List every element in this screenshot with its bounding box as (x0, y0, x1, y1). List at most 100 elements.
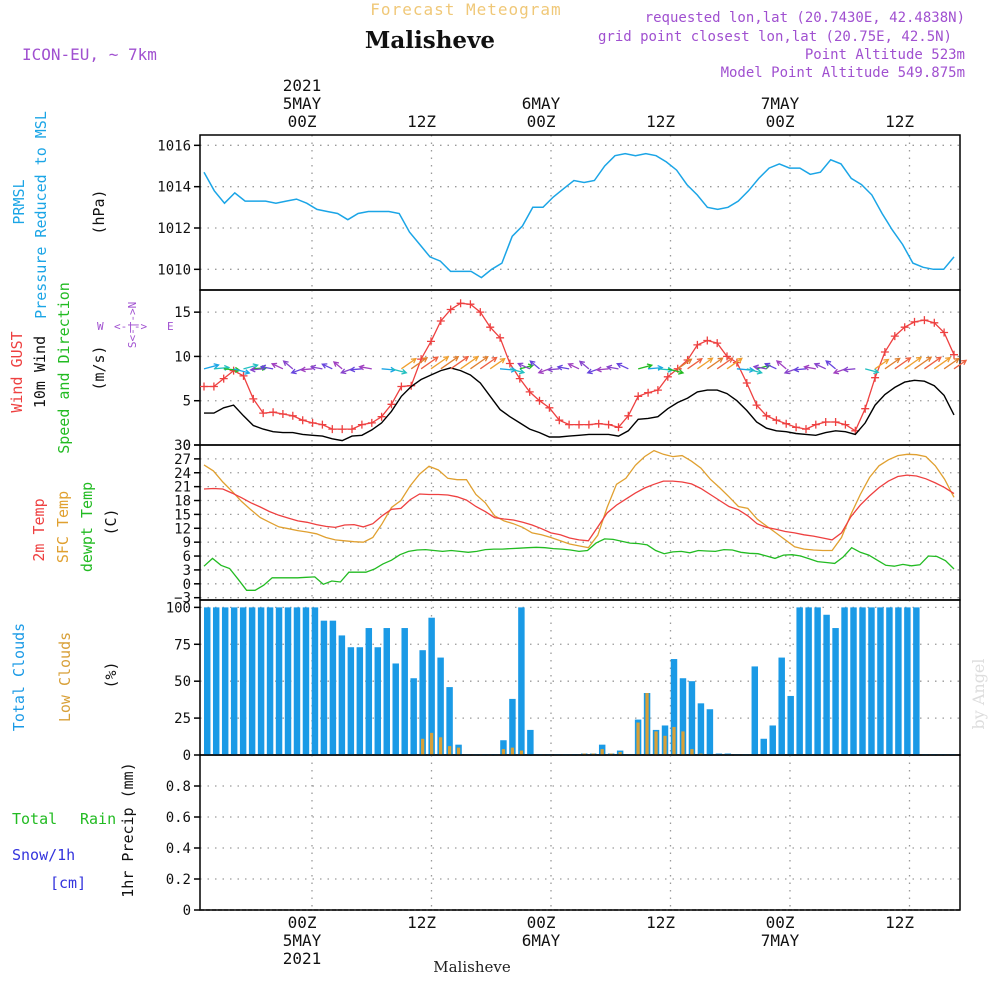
y-tick-label: 1010 (157, 262, 191, 278)
gust-marker (861, 404, 870, 413)
wind-direction-arrow (884, 357, 901, 370)
gust-marker (308, 418, 317, 427)
wind-direction-arrow (596, 368, 609, 371)
wind-direction-arrow (677, 358, 692, 370)
wind-direction-arrow (843, 368, 856, 371)
wind-direction-arrow (322, 363, 333, 370)
wind-direction-arrow (943, 358, 960, 370)
y-tick-label: 0.2 (166, 872, 191, 888)
t2m-line (203, 474, 955, 542)
wind-arrow-head (401, 368, 408, 375)
low-cloud-bar (501, 749, 506, 755)
y-tick-label: 0.6 (166, 810, 191, 826)
gust-marker (328, 425, 337, 434)
y-tick-label: 12 (174, 521, 191, 537)
gust-marker (318, 420, 327, 429)
gust-marker (772, 416, 781, 425)
gust-marker (456, 299, 465, 308)
gust-marker (594, 419, 603, 428)
wind-arrow-head (935, 356, 942, 363)
gust-marker (229, 366, 238, 375)
wind-arrow-head (616, 362, 623, 369)
wind-direction-arrow (904, 356, 922, 370)
total-cloud-bar (446, 687, 453, 755)
wind-arrow-head (842, 366, 849, 373)
total-cloud-bar (527, 729, 534, 755)
total-cloud-bar (859, 607, 866, 755)
gust-marker (890, 332, 899, 341)
total-cloud-bar (257, 607, 265, 755)
top-time-label: 2021 (283, 76, 322, 95)
wind-arrow-head (752, 364, 759, 371)
gust-marker (219, 374, 228, 383)
wind-direction-arrow (213, 366, 229, 370)
gust-marker (841, 420, 850, 429)
wind-ylabel-3: (m/s) (90, 345, 108, 390)
gust-marker (249, 394, 258, 403)
wind-direction-arrow (400, 358, 417, 370)
gust-marker (545, 403, 554, 412)
snow-label: Snow/1h (12, 846, 75, 864)
low-cloud-bar (681, 731, 685, 755)
gust-marker (940, 328, 949, 337)
total-cloud-bar (886, 607, 893, 755)
y-tick-label: 30 (174, 438, 191, 454)
top-time-label: 7MAY (761, 94, 800, 113)
total-cloud-bar (688, 681, 696, 755)
wind-direction-arrow (311, 366, 323, 370)
total-cloud-bar (868, 607, 875, 755)
wind-direction-arrow (460, 356, 479, 370)
wind-direction-arrow (607, 366, 619, 370)
low-cloud-bar (430, 732, 434, 755)
temp-ylabel-2: dewpt Temp (78, 482, 96, 572)
clouds-panel: 0 25 50 75 100 (166, 599, 961, 764)
y-tick-label: 24 (174, 466, 191, 482)
total-cloud-bar (392, 663, 399, 755)
gust-marker (535, 396, 544, 405)
wind-direction-arrow (814, 363, 826, 370)
total-cloud-bar (266, 607, 274, 755)
wind-direction-arrow (557, 366, 570, 370)
wind-arrow-head (945, 356, 952, 363)
gust-marker (357, 420, 366, 429)
wind-arrow-head (340, 368, 347, 375)
wind-direction-arrow (726, 357, 743, 370)
wind-arrow-head (825, 360, 832, 366)
total-cloud-bar (230, 607, 238, 755)
low-cloud-bar (654, 731, 658, 755)
total-cloud-bar (877, 607, 884, 755)
compass-ns-label: S<-|->N (126, 302, 139, 348)
wind-arrow-head (410, 357, 417, 364)
gust-marker (269, 408, 278, 417)
total-cloud-bar (293, 607, 301, 755)
snow-unit-label: [cm] (50, 874, 86, 892)
compass-west: W (97, 320, 104, 333)
pressure-line (203, 152, 955, 279)
wind-direction-arrow (924, 356, 942, 370)
low-cloud-bar (618, 752, 622, 755)
wind-arrow-head (595, 366, 602, 373)
precip-ylabel: 1hr Precip (mm) (119, 762, 137, 897)
wind-arrow-head (349, 366, 356, 373)
wind-arrow-head (482, 355, 489, 362)
wind-direction-arrow (420, 356, 439, 370)
gust-marker (713, 339, 722, 348)
wind-arrow-head (605, 364, 613, 371)
total-cloud-bar (796, 607, 803, 755)
gust-marker (466, 300, 475, 309)
total-cloud-bar (697, 703, 705, 755)
gust-marker (377, 412, 386, 421)
wind-arrow-head (894, 357, 901, 364)
gust-marker (653, 386, 662, 395)
wind-arrow-head (764, 362, 771, 369)
wind-arrow-head (915, 356, 923, 363)
total-cloud-bar (500, 740, 507, 755)
gust-marker (476, 308, 485, 317)
wind-arrow-head (586, 368, 593, 375)
gust-marker (811, 420, 820, 429)
gust-marker (880, 348, 889, 356)
low-cloud-bar (663, 735, 667, 755)
super-title: Forecast Meteogram (370, 0, 561, 19)
wind-direction-arrow (716, 357, 733, 370)
gust-marker (920, 316, 929, 325)
